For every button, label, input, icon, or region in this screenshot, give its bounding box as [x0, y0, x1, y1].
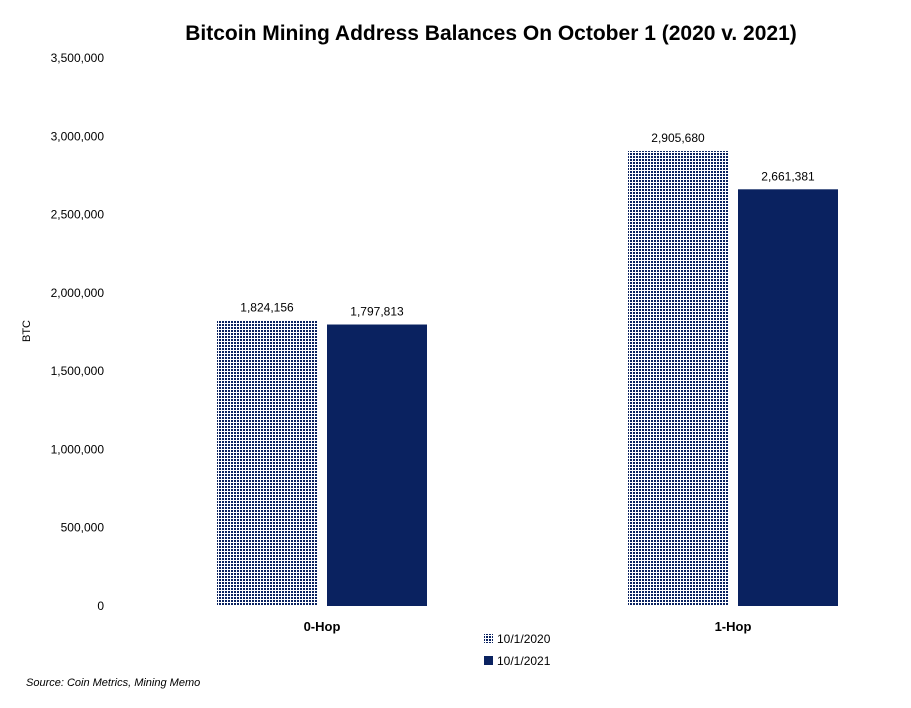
bar-value-label: 1,797,813: [350, 305, 404, 319]
bar-value-label: 2,661,381: [761, 169, 815, 183]
y-tick-label: 3,500,000: [51, 51, 105, 65]
y-tick-label: 1,500,000: [51, 364, 105, 378]
source-note: Source: Coin Metrics, Mining Memo: [26, 677, 200, 689]
y-tick-label: 0: [97, 599, 104, 613]
legend-label-2020: 10/1/2020: [497, 632, 551, 646]
category-labels: 0-Hop 1-Hop: [304, 619, 752, 634]
legend-label-2021: 10/1/2021: [497, 654, 551, 668]
bar-value-label: 1,824,156: [240, 300, 294, 314]
y-tick-label: 2,500,000: [51, 208, 105, 222]
legend-swatch-2020: [484, 634, 493, 643]
bar-1-hop-10-1-2020: [628, 151, 728, 606]
bar-series: [217, 151, 838, 606]
y-tick-label: 1,000,000: [51, 442, 105, 456]
y-axis-label: BTC: [21, 320, 33, 342]
data-labels: 1,824,156 1,797,813 2,905,680 2,661,381: [240, 131, 815, 318]
y-tick-label: 500,000: [61, 521, 105, 535]
category-label-0-hop: 0-Hop: [304, 619, 341, 634]
chart-title: Bitcoin Mining Address Balances On Octob…: [185, 22, 797, 45]
bar-0-hop-10-1-2021: [327, 324, 427, 606]
bar-value-label: 2,905,680: [651, 131, 705, 145]
legend-swatch-2021: [484, 656, 493, 665]
y-axis-ticks: 0 500,000 1,000,000 1,500,000 2,000,000 2,500…: [51, 51, 105, 613]
y-tick-label: 3,000,000: [51, 129, 105, 143]
y-tick-label: 2,000,000: [51, 286, 105, 300]
bar-0-hop-10-1-2020: [217, 320, 317, 606]
category-label-1-hop: 1-Hop: [715, 619, 752, 634]
bar-1-hop-10-1-2021: [738, 189, 838, 606]
legend: 10/1/2020 10/1/2021: [484, 632, 551, 668]
